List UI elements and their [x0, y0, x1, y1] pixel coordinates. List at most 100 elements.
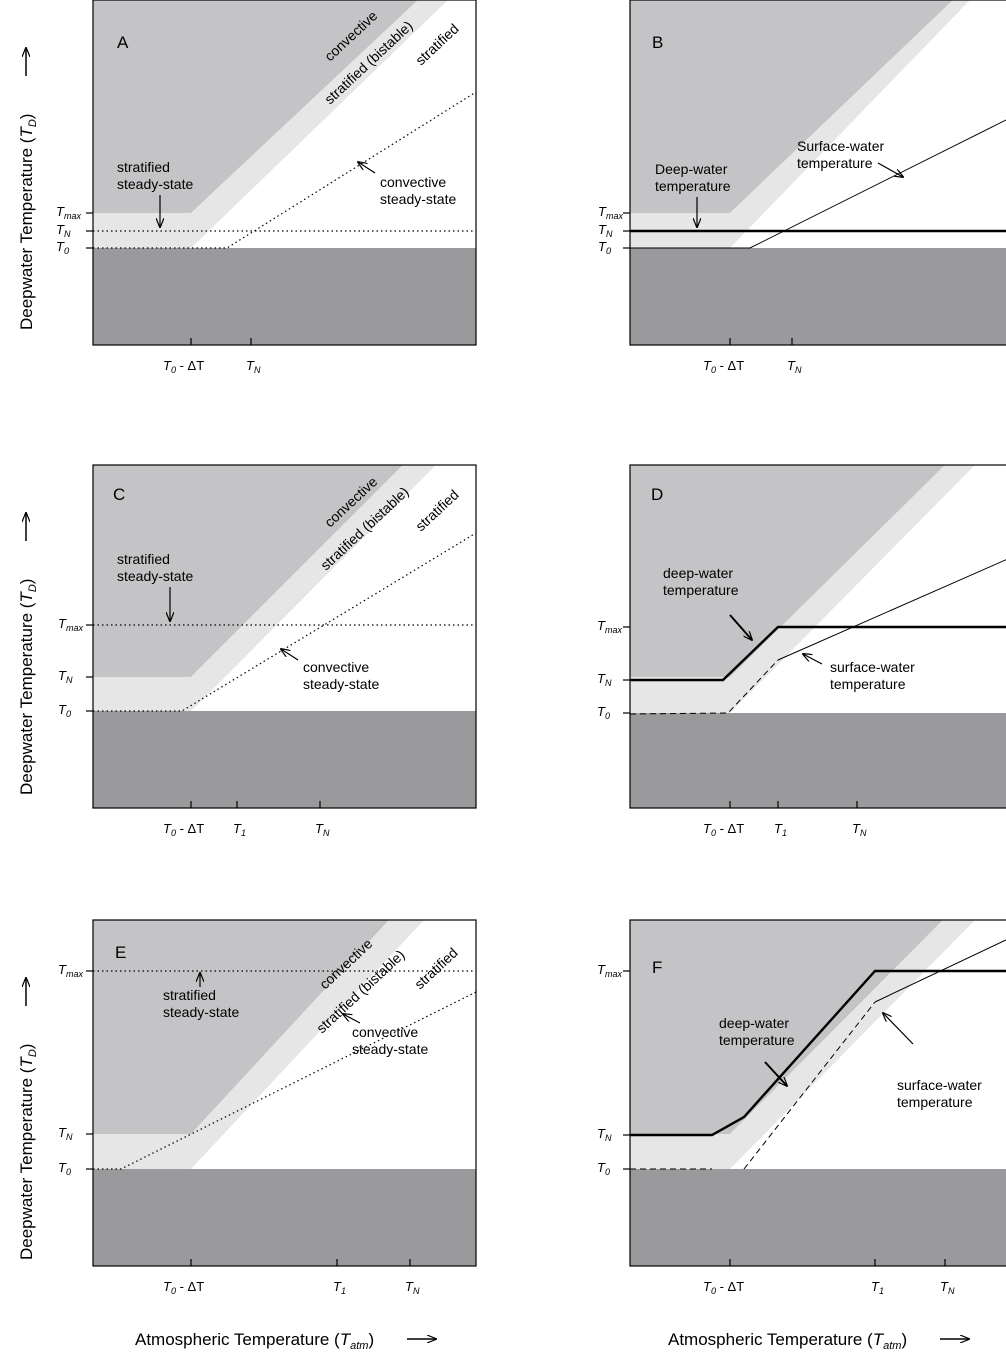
arrow [764, 1061, 787, 1086]
svg-text:TN: TN [246, 358, 261, 375]
arrow [883, 1013, 914, 1045]
surface-water-annotation: Surface-water temperature [797, 138, 884, 171]
svg-text:Tmax: Tmax [598, 204, 623, 221]
convective-steady-state-line [93, 91, 476, 249]
x-ticks: T0 - ΔT T1 TN [163, 801, 330, 838]
svg-text:Tmax: Tmax [58, 616, 83, 633]
panel-frame [92, 919, 477, 1267]
svg-text:T1: T1 [774, 821, 787, 838]
svg-text:TN: TN [940, 1279, 955, 1296]
floor-region [630, 248, 1006, 345]
arrow [358, 162, 376, 174]
panel-letter: C [113, 485, 125, 504]
bistable-region [93, 0, 448, 248]
y-ticks: Tmax TN T0 [58, 616, 93, 719]
svg-text:T1: T1 [333, 1279, 346, 1296]
svg-text:TN: TN [787, 358, 802, 375]
panel-letter: B [652, 33, 663, 52]
svg-text:TN: TN [405, 1279, 420, 1296]
deep-water-temperature-line [630, 969, 1006, 1137]
arrow [729, 614, 752, 640]
stratified-annotation: stratified steady-state [117, 159, 193, 192]
bistable-region [630, 465, 975, 713]
surface-water-annotation: surface-water temperature [897, 1077, 982, 1110]
arrow [343, 1014, 361, 1024]
svg-text:Tmax: Tmax [58, 962, 83, 979]
convective-region [93, 0, 418, 213]
x-ticks: T0 - ΔT TN [163, 338, 261, 375]
panel-letter: A [117, 33, 129, 52]
panel-c: C convective stratified (bistable) strat… [58, 464, 477, 838]
svg-text:Atmospheric Temperature (Tatm): Atmospheric Temperature (Tatm) [135, 1330, 374, 1352]
stratified-annotation: stratified steady-state [163, 987, 239, 1020]
panel-frame [92, 0, 477, 346]
panel-letter: F [652, 958, 662, 977]
x-ticks: T0 - ΔT T1 TN [703, 1259, 955, 1296]
y-axis-label-middle: Deepwater Temperature (TD) [17, 513, 39, 795]
convective-steady-state-line [93, 991, 476, 1170]
x-ticks: T0 - ΔT T1 TN [703, 801, 867, 838]
surface-water-dashed-segment [630, 659, 779, 715]
stratified-annotation: stratified steady-state [117, 551, 193, 584]
svg-text:T0 - ΔT: T0 - ΔT [163, 358, 204, 375]
y-axis-label-top: Deepwater Temperature (TD) [17, 48, 39, 330]
floor-region [93, 711, 476, 808]
svg-text:TN: TN [58, 668, 73, 685]
arrow [877, 162, 903, 177]
svg-text:TN: TN [597, 1126, 612, 1143]
svg-text:T0: T0 [58, 1160, 71, 1177]
panel-d: D deep-water temperature surface-water tem… [597, 464, 1006, 838]
svg-text:TN: TN [56, 222, 71, 239]
floor-region [93, 248, 476, 345]
svg-text:Tmax: Tmax [597, 962, 622, 979]
svg-text:TN: TN [58, 1125, 73, 1142]
svg-text:T1: T1 [871, 1279, 884, 1296]
svg-text:T0 - ΔT: T0 - ΔT [703, 358, 744, 375]
panel-a: A convective stratified (bistable) strat… [56, 0, 477, 375]
convective-region [630, 0, 953, 213]
svg-text:T0 - ΔT: T0 - ΔT [703, 1279, 744, 1296]
convective-region [93, 465, 403, 677]
panel-frame [629, 464, 1006, 809]
svg-text:T0 - ΔT: T0 - ΔT [703, 821, 744, 838]
svg-text:T0: T0 [58, 702, 71, 719]
svg-text:T1: T1 [233, 821, 246, 838]
svg-text:T0 - ΔT: T0 - ΔT [163, 821, 204, 838]
floor-region [630, 1169, 1006, 1266]
arrow [803, 654, 823, 665]
x-ticks: T0 - ΔT TN [703, 338, 802, 375]
svg-text:T0: T0 [56, 239, 69, 256]
surface-water-dashed-segment [743, 1001, 876, 1170]
svg-text:T0: T0 [598, 239, 611, 256]
svg-text:Deepwater Temperature (TD): Deepwater Temperature (TD) [17, 114, 39, 330]
panel-f: F deep-water temperature surface-water tem… [597, 919, 1006, 1296]
panel-letter: E [115, 943, 126, 962]
convective-region [630, 920, 943, 1134]
surface-water-temperature-line [874, 939, 1006, 1003]
svg-text:TN: TN [852, 821, 867, 838]
y-ticks: Tmax TN T0 [58, 962, 93, 1177]
svg-text:T0: T0 [597, 704, 610, 721]
svg-text:Tmax: Tmax [56, 204, 81, 221]
x-axis-label-right: Atmospheric Temperature (Tatm) [668, 1330, 969, 1352]
deep-water-annotation: deep-water temperature [719, 1015, 795, 1048]
y-axis-label-bottom: Deepwater Temperature (TD) [17, 978, 39, 1260]
svg-text:TN: TN [598, 222, 613, 239]
surface-water-temperature-line [777, 559, 1006, 661]
panel-frame [92, 464, 477, 809]
panel-letter: D [651, 485, 663, 504]
svg-text:T0: T0 [597, 1160, 610, 1177]
panel-frame [629, 0, 1006, 346]
deep-water-annotation: Deep-water temperature [655, 161, 731, 194]
surface-water-annotation: surface-water temperature [830, 659, 915, 692]
panel-frame [629, 919, 1006, 1267]
y-ticks: Tmax TN T0 [597, 962, 630, 1177]
deep-water-annotation: deep-water temperature [663, 565, 739, 598]
floor-region [630, 713, 1006, 808]
bistable-region [630, 920, 975, 1169]
svg-text:T0 - ΔT: T0 - ΔT [163, 1279, 204, 1296]
convective-region [93, 920, 389, 1134]
convective-annotation: convective steady-state [352, 1024, 428, 1057]
y-ticks: Tmax TN T0 [597, 618, 630, 721]
